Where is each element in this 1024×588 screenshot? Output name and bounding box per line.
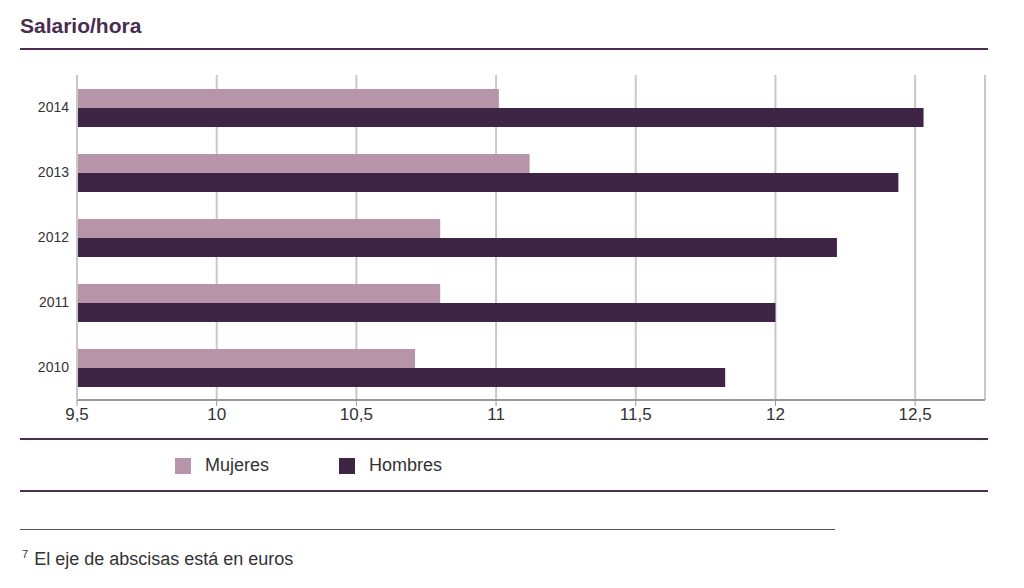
svg-text:2010: 2010 (38, 359, 69, 375)
svg-text:11: 11 (487, 405, 505, 424)
svg-text:9,5: 9,5 (65, 405, 89, 424)
svg-text:12,5: 12,5 (899, 405, 932, 424)
html-text:Hombres: Hombres (369, 455, 443, 475)
html-text:Salario/hora: Salario/hora (20, 14, 142, 37)
html-text:7 El eje de abscisas está en e: 7 El eje de abscisas está en euros (22, 548, 294, 569)
svg-text:2013: 2013 (38, 164, 69, 180)
html-text:Mujeres: Mujeres (205, 455, 269, 475)
svg-text:2014: 2014 (38, 99, 69, 115)
svg-text:12: 12 (766, 405, 785, 424)
svg-text:10,5: 10,5 (340, 405, 373, 424)
svg-text:2012: 2012 (38, 229, 69, 245)
svg-text:11,5: 11,5 (620, 405, 652, 424)
svg-text:2011: 2011 (39, 294, 69, 310)
svg-text:10: 10 (207, 405, 226, 424)
